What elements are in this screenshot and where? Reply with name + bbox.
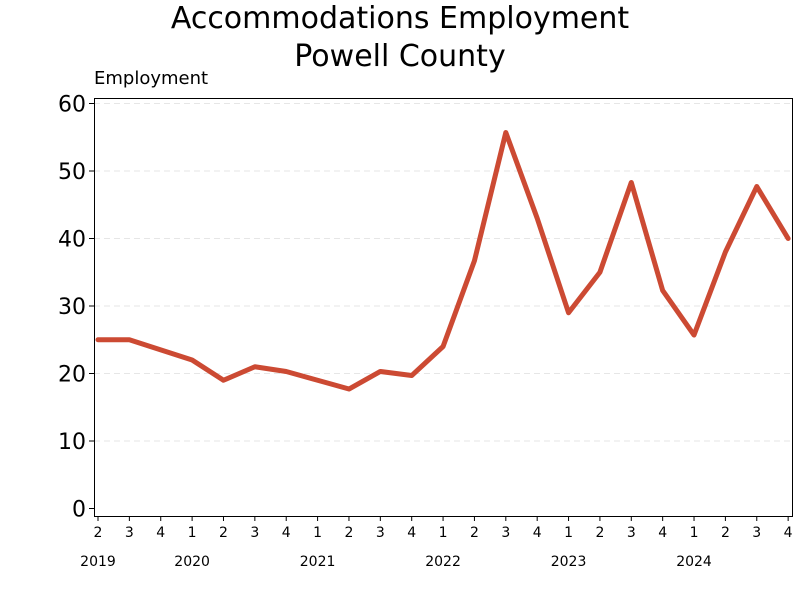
y-tick-label: 20 [58, 363, 86, 388]
year-label: 2022 [425, 554, 461, 570]
x-tick-label: 2 [219, 525, 228, 541]
y-tick-label: 50 [58, 160, 86, 185]
data-point [472, 258, 477, 263]
data-point [692, 333, 697, 338]
data-point [315, 378, 320, 383]
x-tick-label: 4 [658, 525, 667, 541]
chart-title-line-2: Powell County [294, 39, 506, 74]
y-tick-label: 0 [72, 498, 86, 523]
year-label: 2023 [551, 554, 587, 570]
year-label: 2020 [174, 554, 210, 570]
data-point [158, 347, 163, 352]
data-point [660, 288, 665, 293]
year-label: 2019 [80, 554, 116, 570]
x-tick-label: 2 [344, 525, 353, 541]
x-tick-label: 2 [595, 525, 604, 541]
x-tick-label: 4 [282, 525, 291, 541]
x-tick-label: 2 [470, 525, 479, 541]
x-tick-label: 4 [156, 525, 165, 541]
data-point [190, 358, 195, 362]
x-tick-label: 3 [250, 525, 259, 541]
data-point [566, 310, 571, 315]
x-tick-label: 1 [313, 525, 322, 541]
year-labels: 2019 2020 2021 2022 2023 2024 [80, 554, 712, 570]
year-label: 2021 [300, 554, 336, 570]
y-tick-label: 60 [58, 93, 86, 118]
y-tick-label: 40 [58, 228, 86, 253]
series-group [95, 130, 791, 392]
data-point [378, 369, 383, 374]
gridlines [94, 103, 792, 442]
x-tick-label: 3 [376, 525, 385, 541]
x-tick-label: 2 [94, 525, 103, 541]
data-point [346, 387, 351, 392]
x-tick-label: 4 [533, 525, 542, 541]
data-point [409, 373, 414, 378]
data-point [786, 236, 791, 241]
plot-frame [94, 98, 793, 517]
data-point [597, 270, 602, 275]
x-tick-label: 3 [627, 525, 636, 541]
data-point [221, 378, 226, 383]
data-point [629, 180, 634, 185]
x-tick-label: 3 [125, 525, 134, 541]
x-tick-label: 3 [501, 525, 510, 541]
x-tick-label: 2 [721, 525, 730, 541]
data-point [252, 364, 257, 369]
y-tick-label: 10 [58, 430, 86, 455]
y-axis-ticks: 0 10 20 30 40 50 60 [58, 93, 94, 523]
x-tick-label: 1 [564, 525, 573, 541]
data-point [754, 184, 759, 189]
data-point [723, 250, 728, 254]
x-tick-label: 1 [439, 525, 448, 541]
chart-title-line-1: Accommodations Employment [170, 1, 630, 36]
data-point [535, 216, 540, 221]
x-axis-ticks: 2 3 4 1 2 3 4 1 2 3 4 1 2 3 4 1 2 3 4 1 2 3 4 [94, 516, 793, 541]
x-tick-label: 4 [407, 525, 416, 541]
y-axis-label: Employment [94, 68, 209, 89]
x-tick-label: 1 [690, 525, 699, 541]
x-tick-label: 4 [784, 525, 793, 541]
x-tick-label: 1 [188, 525, 197, 541]
data-point [96, 337, 100, 342]
data-point [441, 344, 446, 349]
x-tick-label: 3 [752, 525, 761, 541]
y-tick-label: 30 [58, 295, 86, 320]
year-label: 2024 [676, 554, 712, 570]
data-point [127, 337, 132, 342]
data-point [503, 130, 508, 135]
data-point [284, 369, 289, 374]
